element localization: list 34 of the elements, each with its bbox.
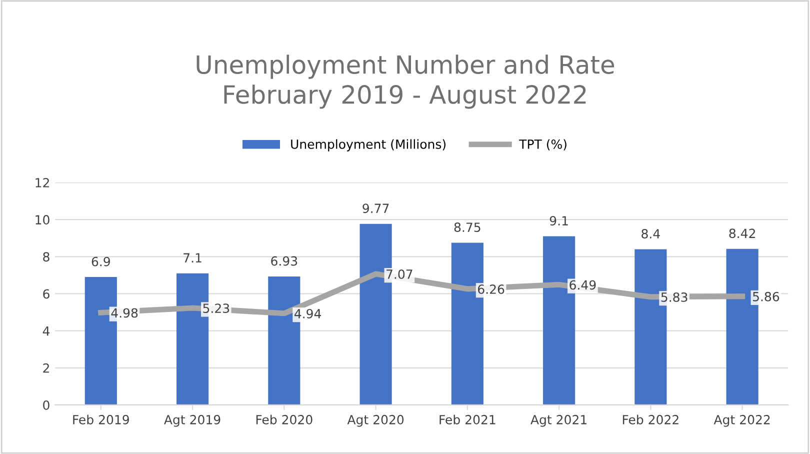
data-label: 5.86 [753,292,780,302]
legend-label: Unemployment (Millions) [291,139,446,152]
y-tick-label: 8 [43,252,50,262]
x-tick-label: Feb 2019 [73,414,129,424]
legend-label: TPT (%) [519,139,566,150]
data-label: 7.1 [184,253,202,262]
data-label: 8.75 [454,222,480,232]
data-label: 8.42 [729,228,755,238]
data-label: 6.26 [478,284,504,294]
data-label: 9.1 [550,216,568,226]
x-tick-label: Feb 2020 [256,414,312,424]
data-label: 6.49 [570,280,596,290]
x-tick-label: Agt 2021 [530,414,586,427]
data-label: 9.77 [362,204,389,214]
x-tick-label: Agt 2020 [347,414,404,427]
y-tick-label: 4 [42,326,50,336]
data-label: 4.94 [294,308,322,318]
data-label: 5.83 [661,292,688,302]
x-tick-label: Agt 2022 [714,414,770,427]
data-label: 4.98 [111,308,138,318]
x-tick-label: Feb 2021 [440,414,496,424]
x-tick-label: Agt 2019 [164,414,220,427]
data-label: 6.93 [271,256,298,266]
y-tick-label: 10 [36,215,50,225]
y-tick-label: 0 [43,400,50,410]
x-tick-label: Feb 2022 [622,414,678,424]
data-label: 6.9 [92,256,110,266]
y-tick-label: 6 [43,289,50,299]
chart-title: Unemployment Number and Rate February 2019 - August 2022 [196,54,614,109]
data-label: 7.07 [386,269,412,279]
data-label: 5.23 [203,304,230,314]
data-label: 8.4 [642,229,660,238]
y-tick-label: 12 [36,178,49,188]
y-tick-label: 2 [43,363,49,373]
